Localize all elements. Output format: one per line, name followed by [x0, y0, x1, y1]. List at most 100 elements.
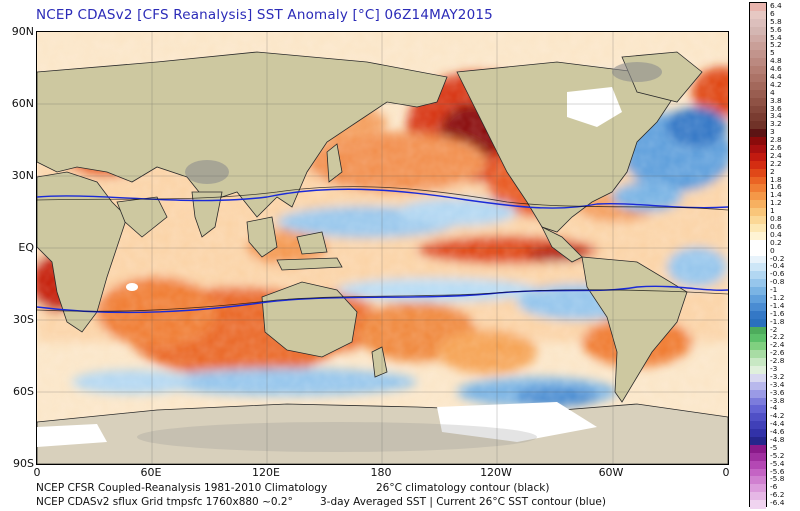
colorbar-tick-label: 1.2 — [770, 198, 782, 208]
colorbar-tick-label: -3.8 — [770, 395, 785, 405]
colorbar-tick-label: -2.8 — [770, 356, 785, 366]
colorbar-tick-label: 0.6 — [770, 221, 782, 231]
colorbar-swatch — [750, 42, 766, 51]
colorbar-swatch — [750, 294, 766, 304]
colorbar-swatch — [750, 279, 766, 288]
colorbar-swatch — [750, 18, 766, 28]
colorbar-tick-label: 4 — [770, 87, 775, 97]
colorbar — [749, 2, 767, 509]
ice-patches — [37, 87, 622, 447]
sst-anomaly-map[interactable] — [36, 31, 729, 465]
colorbar-tick-label: 2.4 — [770, 150, 782, 160]
colorbar-tick-label: 0.8 — [770, 214, 782, 224]
colorbar-swatch — [750, 421, 766, 430]
colorbar-tick-label: -3.2 — [770, 371, 785, 381]
colorbar-swatch — [750, 381, 766, 391]
colorbar-swatch — [750, 145, 766, 154]
colorbar-swatch — [750, 129, 766, 138]
colorbar-tick-label: -4.4 — [770, 419, 785, 429]
lat-label-30s: 30S — [13, 313, 34, 326]
colorbar-swatch — [750, 26, 766, 36]
colorbar-swatch — [750, 58, 766, 67]
colorbar-swatch — [750, 239, 766, 249]
colorbar-tick-label: -5.4 — [770, 458, 785, 468]
colorbar-swatch — [750, 326, 766, 335]
current-26c-contour-north — [37, 188, 728, 209]
colorbar-tick-label: 1.4 — [770, 190, 782, 200]
colorbar-swatch — [750, 192, 766, 201]
colorbar-tick-label: -5.8 — [770, 474, 785, 484]
colorbar-swatch — [750, 34, 766, 43]
terrain-shading — [137, 62, 662, 452]
colorbar-tick-label: 1.6 — [770, 182, 782, 192]
colorbar-swatch — [750, 216, 766, 225]
colorbar-tick-label: 3.2 — [770, 119, 782, 129]
footer-grid-info: NCEP CDASv2 sflux Grid tmpsfc 1760x880 ~… — [36, 496, 293, 508]
colorbar-tick-label: 2.8 — [770, 135, 782, 145]
colorbar-swatch — [750, 413, 766, 422]
lon-label-0-west: 0 — [33, 466, 41, 479]
colorbar-tick-label: 5.2 — [770, 40, 782, 50]
colorbar-swatch — [750, 476, 766, 485]
colorbar-tick-label: 6.4 — [770, 1, 782, 10]
lat-label-30n: 30N — [11, 169, 34, 182]
colorbar-tick-label: -6 — [770, 482, 778, 492]
lon-label-60e: 60E — [140, 466, 162, 479]
colorbar-tick-label: -2.2 — [770, 332, 785, 342]
colorbar-swatch — [750, 81, 766, 91]
colorbar-swatch — [750, 444, 766, 454]
colorbar-swatch — [750, 200, 766, 209]
colorbar-tick-label: -0.8 — [770, 277, 785, 287]
colorbar-tick-label: -2.4 — [770, 340, 785, 350]
colorbar-tick-label: -3.4 — [770, 379, 785, 389]
lat-label-eq: EQ — [18, 241, 34, 254]
colorbar-tick-label: -4.6 — [770, 427, 785, 437]
colorbar-swatch — [750, 113, 766, 122]
colorbar-tick-label: -1.2 — [770, 292, 785, 302]
colorbar-tick-label: 0.4 — [770, 229, 782, 239]
colorbar-swatch — [750, 310, 766, 320]
colorbar-tick-label: -1.6 — [770, 308, 785, 318]
colorbar-swatch — [750, 263, 766, 272]
colorbar-swatch — [750, 255, 766, 264]
colorbar-swatch — [750, 271, 766, 280]
colorbar-swatch — [750, 358, 766, 367]
colorbar-swatch — [750, 460, 766, 470]
colorbar-swatch — [750, 247, 766, 256]
colorbar-tick-label: 4.2 — [770, 79, 782, 89]
colorbar-tick-label: 3.6 — [770, 103, 782, 113]
graticule — [37, 32, 728, 464]
colorbar-swatch — [750, 66, 766, 75]
colorbar-swatch — [750, 302, 766, 312]
colorbar-tick-label: 1 — [770, 206, 775, 216]
colorbar-swatch — [750, 500, 766, 509]
colorbar-tick-label: 4.6 — [770, 64, 782, 74]
colorbar-swatch — [750, 50, 766, 59]
colorbar-tick-label: -4 — [770, 403, 778, 413]
colorbar-swatch — [750, 287, 766, 296]
colorbar-tick-label: 5.4 — [770, 32, 782, 42]
colorbar-swatch — [750, 365, 766, 375]
colorbar-tick-label: 3.4 — [770, 111, 782, 121]
colorbar-swatch — [750, 397, 766, 406]
colorbar-swatch — [750, 436, 766, 446]
colorbar-tick-label: -2.6 — [770, 348, 785, 358]
colorbar-tick-label: -6.4 — [770, 498, 785, 508]
colorbar-swatch — [750, 452, 766, 462]
colorbar-swatch — [750, 89, 766, 99]
colorbar-swatch — [750, 318, 766, 328]
colorbar-tick-label: -3.6 — [770, 387, 785, 397]
lon-label-120e: 120E — [252, 466, 280, 479]
colorbar-swatch — [750, 121, 766, 130]
colorbar-swatch — [750, 373, 766, 383]
climatology-26c-contour-north — [37, 186, 728, 211]
colorbar-swatch — [750, 105, 766, 114]
colorbar-tick-label: -4.2 — [770, 411, 785, 421]
lat-label-90n: 90N — [11, 25, 34, 38]
colorbar-tick-label: 4.8 — [770, 56, 782, 66]
lon-label-0-east: 0 — [722, 466, 730, 479]
colorbar-swatch — [750, 3, 766, 12]
colorbar-tick-label: -5 — [770, 442, 778, 452]
colorbar-tick-label: 0 — [770, 245, 775, 255]
colorbar-swatch — [750, 334, 766, 343]
